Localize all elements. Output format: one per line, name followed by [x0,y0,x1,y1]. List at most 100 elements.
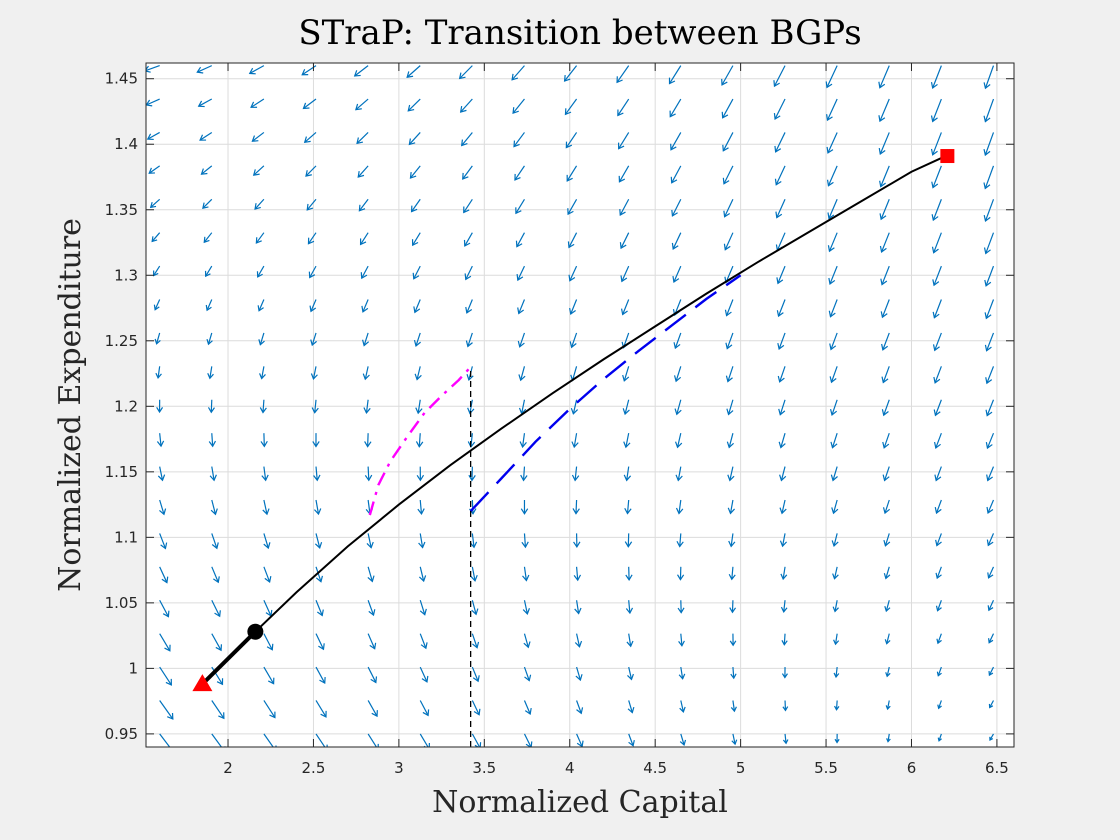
vector-arrow [413,265,421,280]
vector-arrow [883,399,890,416]
vector-arrowhead [256,271,263,278]
vector-arrowhead [931,246,939,254]
vector-arrow [986,332,995,351]
vector-arrowhead [986,539,994,547]
vector-arrow [408,132,421,145]
vector-arrow [305,165,317,177]
vector-arrowhead [679,706,686,713]
vector-arrowhead [149,201,157,209]
vector-arrowhead [202,202,209,209]
vector-arrowhead [882,474,890,482]
vector-arrow [834,633,838,645]
vector-arrowhead [472,641,480,649]
vector-arrowhead [359,238,367,246]
vector-arrowhead [671,209,678,217]
x-tick-label: 6.5 [985,759,1009,777]
vector-arrow [460,98,473,113]
vector-arrowhead [571,474,580,482]
vector-arrowhead [773,112,781,120]
vector-arrow [826,98,838,121]
dashed-blue-line [469,274,742,512]
vector-arrow [623,366,630,382]
x-tick-label: 4 [565,759,575,777]
vector-arrow [985,265,995,287]
vector-arrowhead [462,172,469,180]
vector-arrow [987,466,995,481]
vector-arrowhead [514,173,521,181]
vector-arrow [881,232,890,253]
vector-arrowhead [463,239,471,247]
vector-arrowhead [776,310,784,318]
vector-arrowhead [671,242,679,250]
vector-arrow [777,265,786,284]
vector-arrow [886,633,890,644]
vector-arrowhead [934,474,942,482]
vector-arrowhead [627,706,635,714]
vector-arrowhead [726,441,734,449]
vector-arrowhead [197,100,205,108]
vector-arrowhead [936,671,942,677]
y-tick-label: 1 [128,659,138,677]
vector-arrowhead [362,339,370,347]
vector-arrow [675,366,682,382]
vector-arrowhead [828,310,836,318]
vector-arrowhead [985,377,993,385]
vector-arrow [257,265,265,278]
vector-arrow [304,131,317,143]
vector-arrow [419,533,424,548]
vector-arrow [828,232,838,252]
vector-arrow [207,332,213,345]
vector-arrow [830,332,838,350]
vector-arrowhead [569,341,577,349]
vector-arrow [249,65,265,74]
vector-arrow [315,466,318,481]
vector-arrow [211,733,223,747]
vector-arrowhead [878,115,886,123]
vector-arrowhead [259,407,267,414]
vector-arrow [723,165,734,185]
vector-arrow [465,265,473,280]
vector-arrowhead [313,474,321,482]
vector-arrow [471,633,478,648]
vector-arrow [625,433,630,448]
vector-arrowhead [208,440,217,448]
vector-arrowhead [624,541,633,548]
vector-arrowhead [353,70,361,77]
vector-arrow [724,199,734,217]
vector-arrowhead [305,170,312,177]
vector-arrow [835,667,838,678]
vector-arrowhead [623,441,631,449]
vector-arrow [882,332,890,351]
vector-arrow [471,499,474,514]
vector-arrowhead [885,705,891,711]
vector-arrowhead [264,575,272,584]
vector-arrowhead [566,174,573,182]
vector-arrowhead [369,642,377,650]
vector-arrow [523,633,529,648]
vector-arrow [565,132,578,148]
vector-arrowhead [726,408,734,416]
vector-arrowhead [833,672,840,679]
vector-arrowhead [316,609,324,617]
vector-arrow [986,399,995,416]
vector-arrowhead [677,607,685,614]
vector-arrowhead [827,245,835,253]
vector-arrow [727,366,734,382]
x-tick-label: 6 [907,759,917,777]
vector-arrow [209,366,213,379]
vector-arrow [462,165,473,180]
vector-arrow [832,466,838,481]
vector-arrow [357,165,369,178]
vector-arrow [984,165,995,189]
vector-arrow [205,265,213,277]
y-tick-label: 0.95 [105,725,138,743]
vector-arrow [467,332,473,347]
vector-arrowhead [458,72,466,80]
vector-arrowhead [471,608,479,616]
vector-arrowhead [878,147,886,156]
vector-arrowhead [627,673,634,681]
vector-arrowhead [218,712,225,720]
vector-arrow [626,466,630,481]
vector-arrowhead [210,508,218,516]
